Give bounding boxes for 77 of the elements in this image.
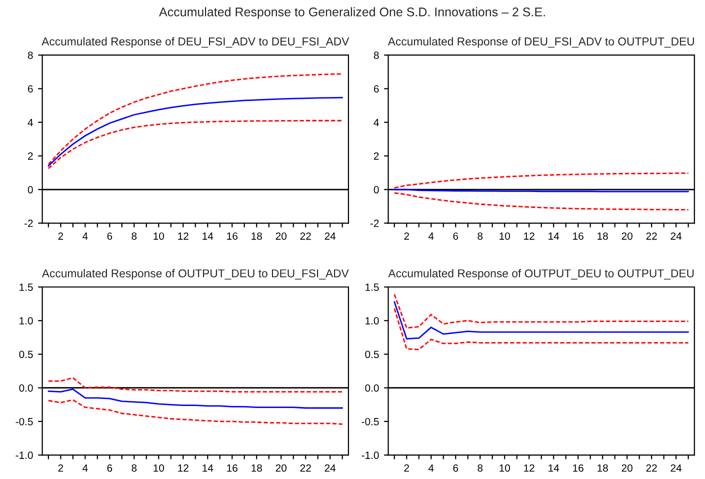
x-tick-label: 20 <box>276 232 286 240</box>
y-tick-label: 0.5 <box>19 350 33 358</box>
x-tick-label: 2 <box>404 232 410 240</box>
y-tick-label: 0.5 <box>365 350 379 358</box>
y-tick-label: -1.0 <box>16 452 33 459</box>
x-tick-label: 14 <box>202 464 214 472</box>
chart-title: Accumulated Response of OUTPUT_DEU to OUTPUT_DEU <box>388 269 694 280</box>
x-tick-label: 4 <box>428 464 434 472</box>
y-tick-label: -0.5 <box>16 418 33 426</box>
y-tick-label: -0.5 <box>362 418 379 426</box>
x-tick-label: 14 <box>202 232 214 240</box>
x-tick-label: 24 <box>324 464 336 472</box>
text: Accumulated Response to Generalized One S.D. Innovations – 2 S.E. <box>159 7 545 19</box>
x-tick-label: 12 <box>524 464 534 472</box>
x-tick-label: 22 <box>646 232 657 240</box>
x-tick-label: 16 <box>227 232 238 240</box>
x-tick-label: 4 <box>82 232 88 240</box>
x-tick-label: 2 <box>404 464 410 472</box>
x-tick-label: 16 <box>573 232 584 240</box>
y-tick-label: 1.0 <box>20 317 33 324</box>
y-tick-label: -1.0 <box>362 452 379 459</box>
y-tick-label: 1.5 <box>20 284 33 291</box>
x-tick-label: 22 <box>646 464 657 472</box>
x-tick-label: 10 <box>500 464 510 472</box>
x-tick-label: 18 <box>252 464 262 472</box>
x-tick-label: 6 <box>107 232 112 240</box>
y-tick-label: -2 <box>370 220 379 227</box>
y-tick-label: 2 <box>374 152 379 160</box>
y-tick-label: 6 <box>28 85 33 93</box>
x-tick-label: 24 <box>670 464 682 472</box>
y-tick-label: 1.5 <box>366 284 379 291</box>
y-tick-label: 6 <box>374 85 379 93</box>
x-tick-label: 8 <box>132 464 137 472</box>
x-tick-label: 8 <box>478 232 483 240</box>
x-tick-label: 2 <box>58 232 64 240</box>
x-tick-label: 2 <box>58 464 64 472</box>
x-tick-label: 24 <box>670 232 682 240</box>
x-tick-label: 10 <box>154 232 164 240</box>
x-tick-label: 24 <box>324 232 336 240</box>
x-tick-label: 20 <box>276 464 286 472</box>
y-tick-label: -2 <box>24 220 33 227</box>
x-tick-label: 16 <box>573 464 584 472</box>
x-tick-label: 14 <box>548 232 560 240</box>
x-tick-label: 4 <box>82 464 88 472</box>
x-tick-label: 10 <box>500 232 510 240</box>
x-tick-label: 8 <box>132 232 137 240</box>
x-tick-label: 22 <box>300 464 311 472</box>
x-tick-label: 12 <box>178 464 188 472</box>
chart-title: Accumulated Response of DEU_FSI_ADV to DEU_FSI_ADV <box>42 37 350 48</box>
chart-title: Accumulated Response of OUTPUT_DEU to DEU_FSI_ADV <box>42 269 349 280</box>
y-tick-label: 0.0 <box>19 384 33 392</box>
x-tick-label: 20 <box>622 464 632 472</box>
x-tick-label: 6 <box>453 232 458 240</box>
x-tick-label: 14 <box>548 464 560 472</box>
y-tick-label: 8 <box>28 52 33 59</box>
y-tick-label: 2 <box>28 152 33 160</box>
x-tick-label: 22 <box>300 232 311 240</box>
y-tick-label: 0 <box>374 186 379 194</box>
x-tick-label: 16 <box>227 464 238 472</box>
x-tick-label: 12 <box>524 232 534 240</box>
chart-title: Accumulated Response of DEU_FSI_ADV to OUTPUT_DEU <box>388 37 694 48</box>
x-tick-label: 18 <box>598 232 608 240</box>
x-tick-label: 18 <box>598 464 608 472</box>
y-tick-label: 4 <box>28 118 33 126</box>
x-tick-label: 4 <box>428 232 434 240</box>
x-tick-label: 8 <box>478 464 483 472</box>
y-tick-label: 0 <box>28 186 33 194</box>
x-tick-label: 18 <box>252 232 262 240</box>
y-tick-label: 8 <box>374 52 379 59</box>
x-tick-label: 6 <box>107 464 112 472</box>
x-tick-label: 6 <box>453 464 458 472</box>
y-tick-label: 0.0 <box>365 384 379 392</box>
y-tick-label: 4 <box>374 118 379 126</box>
y-tick-label: 1.0 <box>366 317 379 324</box>
x-tick-label: 12 <box>178 232 188 240</box>
x-tick-label: 10 <box>154 464 164 472</box>
x-tick-label: 20 <box>622 232 632 240</box>
